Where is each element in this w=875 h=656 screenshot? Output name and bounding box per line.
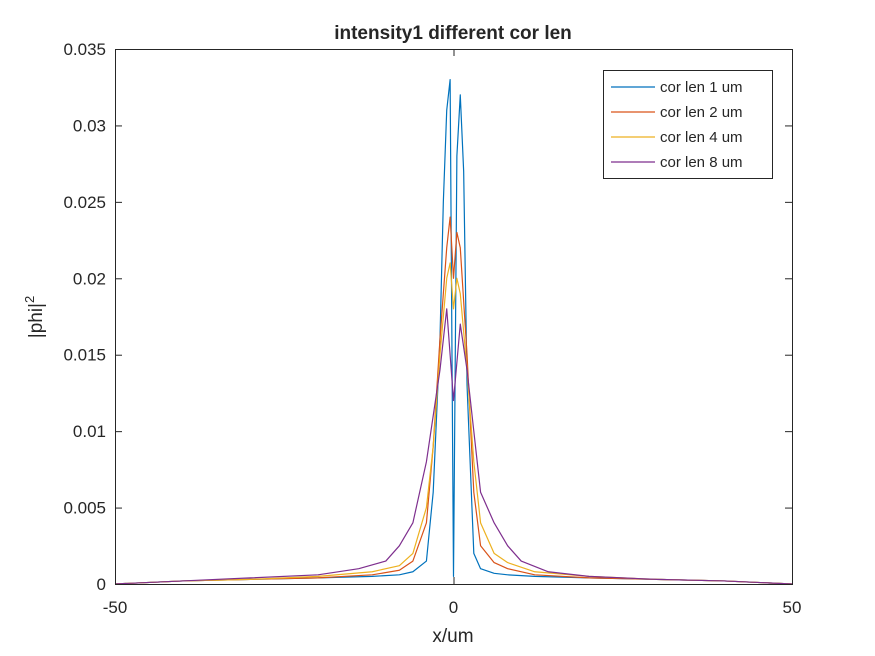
chart-title: intensity1 different cor len xyxy=(334,23,572,44)
x-tick-label: 50 xyxy=(783,598,802,617)
series-layer xyxy=(114,78,793,585)
y-tick-label: 0.025 xyxy=(63,193,106,212)
legend-box xyxy=(603,70,773,179)
y-tick-label: 0.03 xyxy=(73,116,106,135)
y-tick-label: 0.035 xyxy=(63,40,106,59)
series-line-3 xyxy=(114,262,793,585)
legend-label-2: cor len 2 um xyxy=(660,104,743,121)
y-tick-label: 0.01 xyxy=(73,422,106,441)
legend-label-4: cor len 8 um xyxy=(660,154,743,171)
y-tick-label: 0.02 xyxy=(73,269,106,288)
y-tick-label: 0.015 xyxy=(63,346,106,365)
y-axis-label: |phi|2 xyxy=(22,296,47,338)
x-tick-label: -50 xyxy=(103,598,128,617)
y-axis-label-superscript: 2 xyxy=(22,296,37,303)
legend-label-3: cor len 4 um xyxy=(660,129,743,146)
y-axis-label-base: |phi| xyxy=(26,303,47,338)
x-axis-label: x/um xyxy=(432,626,473,647)
legend: cor len 1 um cor len 2 um cor len 4 um cor … xyxy=(603,70,773,179)
axis-ticks: -50 0 50 0 0.005 0.01 0.015 0.02 0.025 0.03 0.035 xyxy=(63,40,801,617)
series-line-1 xyxy=(114,78,793,585)
legend-label-1: cor len 1 um xyxy=(660,79,743,96)
x-tick-label: 0 xyxy=(449,598,458,617)
series-line-4 xyxy=(114,308,793,585)
series-line-2 xyxy=(114,216,793,585)
y-tick-label: 0 xyxy=(97,575,106,594)
y-tick-label: 0.005 xyxy=(63,499,106,518)
